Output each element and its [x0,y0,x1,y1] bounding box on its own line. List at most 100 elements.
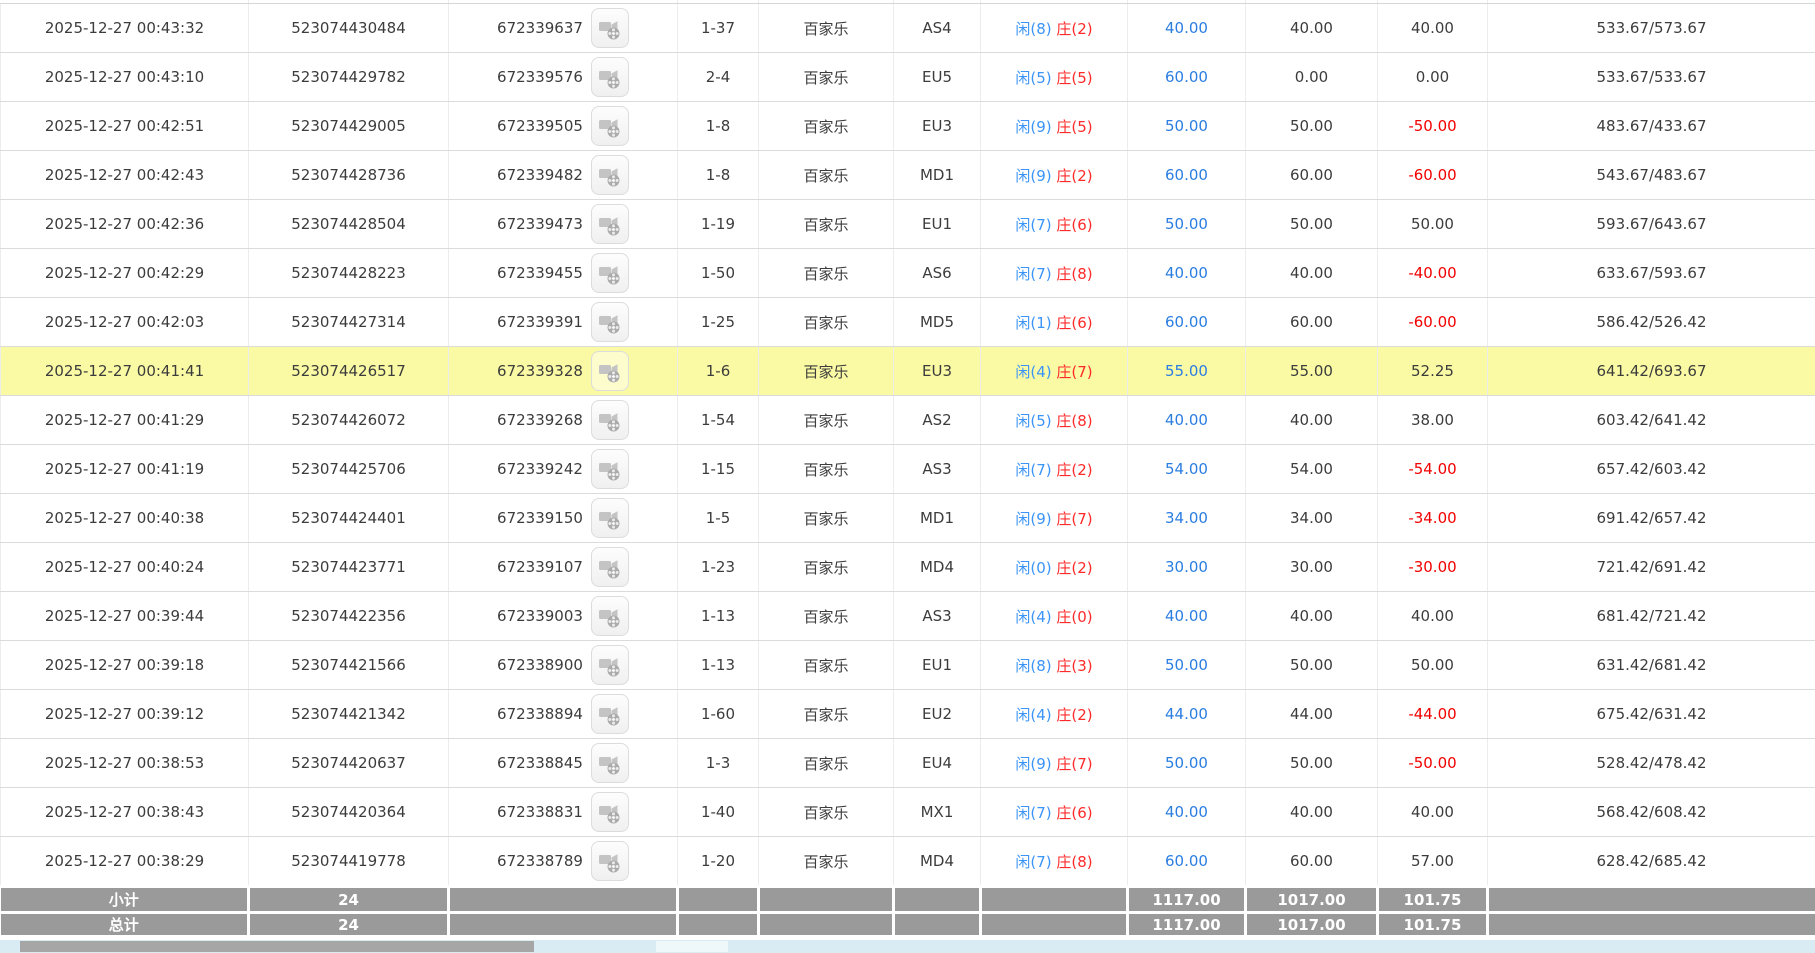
round-id-cell: 672339003 [448,591,678,641]
video-replay-button[interactable] [590,596,629,636]
valid-amount-cell: 55.00 [1245,346,1378,396]
table-row: 2025-12-27 00:39:44 523074422356 672339003… [0,591,1815,641]
seat-cell: 1-5 [677,493,759,543]
balance-cell: 641.42/693.67 [1487,346,1815,396]
player-result: 闲(9) [1015,754,1052,773]
table-row: 2025-12-27 00:38:29 523074419778 672338789… [0,836,1815,887]
table-code-cell: EU4 [893,738,981,788]
video-replay-button[interactable] [590,106,629,146]
bet-amount-link[interactable]: 40.00 [1127,787,1246,837]
bet-amount-link[interactable]: 40.00 [1127,395,1246,445]
round-id-value: 672339242 [497,460,583,478]
bet-amount-link[interactable]: 50.00 [1127,101,1246,151]
bet-amount-link[interactable]: 50.00 [1127,199,1246,249]
bet-amount-link[interactable]: 44.00 [1127,689,1246,739]
result-cell: 闲(9) 庄(7) [980,738,1128,788]
bet-amount-link[interactable]: 40.00 [1127,3,1246,53]
video-replay-button[interactable] [590,645,629,685]
round-id-wrap: 672339391 [449,302,677,342]
table-code-cell: MD5 [893,297,981,347]
round-id-wrap: 672338900 [449,645,677,685]
subtotal-count: 24 [248,885,450,913]
bet-amount-link[interactable]: 30.00 [1127,542,1246,592]
video-replay-button[interactable] [590,351,629,391]
round-id-wrap: 672339268 [449,400,677,440]
table-code-cell: EU5 [893,52,981,102]
video-replay-button[interactable] [590,57,629,97]
table-code-cell: AS3 [893,444,981,494]
bet-id-cell: 523074423771 [248,542,449,592]
video-icon [598,266,620,285]
bet-time-cell: 2025-12-27 00:41:41 [0,346,249,396]
video-replay-button[interactable] [590,792,629,832]
bottom-gap [0,938,1815,953]
video-replay-button[interactable] [590,841,629,881]
seat-cell: 1-8 [677,101,759,151]
bet-time-cell: 2025-12-27 00:40:24 [0,542,249,592]
bet-amount-link[interactable]: 60.00 [1127,836,1246,887]
table-row: 2025-12-27 00:39:18 523074421566 672338900… [0,640,1815,690]
bet-amount-link[interactable]: 40.00 [1127,591,1246,641]
round-id-cell: 672338845 [448,738,678,788]
bet-amount-link[interactable]: 55.00 [1127,346,1246,396]
round-id-wrap: 672339473 [449,204,677,244]
round-id-value: 672339268 [497,411,583,429]
bet-amount-link[interactable]: 60.00 [1127,297,1246,347]
bet-amount-link[interactable]: 50.00 [1127,738,1246,788]
bet-amount-link[interactable]: 60.00 [1127,150,1246,200]
bet-amount-link[interactable]: 60.00 [1127,52,1246,102]
seat-cell: 1-19 [677,199,759,249]
subtotal-bet: 1117.00 [1127,885,1247,913]
valid-amount-cell: 44.00 [1245,689,1378,739]
result-cell: 闲(5) 庄(5) [980,52,1128,102]
result-cell: 闲(5) 庄(8) [980,395,1128,445]
winloss-cell: -40.00 [1377,248,1488,298]
bet-time-cell: 2025-12-27 00:42:36 [0,199,249,249]
player-result: 闲(7) [1015,264,1052,283]
bet-id-cell: 523074424401 [248,493,449,543]
round-id-wrap: 672338789 [449,841,677,881]
game-name-cell: 百家乐 [758,395,894,445]
valid-amount-cell: 40.00 [1245,787,1378,837]
bet-amount-link[interactable]: 34.00 [1127,493,1246,543]
total-label: 总计 [0,911,250,935]
valid-amount-cell: 40.00 [1245,591,1378,641]
video-replay-button[interactable] [590,547,629,587]
video-replay-button[interactable] [590,253,629,293]
game-name-cell: 百家乐 [758,150,894,200]
round-id-value: 672339003 [497,607,583,625]
round-id-wrap: 672339505 [449,106,677,146]
round-id-wrap: 672338831 [449,792,677,832]
round-id-value: 672338894 [497,705,583,723]
bet-amount-link[interactable]: 50.00 [1127,640,1246,690]
banker-result: 庄(2) [1056,558,1093,577]
video-replay-button[interactable] [590,743,629,783]
banker-result: 庄(0) [1056,607,1093,626]
bet-time-cell: 2025-12-27 00:42:29 [0,248,249,298]
bet-amount-link[interactable]: 54.00 [1127,444,1246,494]
bet-id-cell: 523074426517 [248,346,449,396]
video-icon [598,756,620,775]
video-replay-button[interactable] [590,694,629,734]
banker-result: 庄(2) [1056,705,1093,724]
video-replay-button[interactable] [590,302,629,342]
video-icon [598,413,620,432]
horizontal-scrollbar[interactable] [0,940,1815,953]
video-replay-button[interactable] [590,498,629,538]
winloss-cell: 40.00 [1377,591,1488,641]
game-name-cell: 百家乐 [758,787,894,837]
result-cell: 闲(4) 庄(7) [980,346,1128,396]
table-code-cell: AS6 [893,248,981,298]
video-replay-button[interactable] [590,8,629,48]
bet-amount-link[interactable]: 40.00 [1127,248,1246,298]
video-replay-button[interactable] [590,449,629,489]
valid-amount-cell: 34.00 [1245,493,1378,543]
table-code-cell: MX1 [893,787,981,837]
balance-cell: 533.67/573.67 [1487,3,1815,53]
horizontal-scrollbar-thumb[interactable] [20,941,534,952]
video-replay-button[interactable] [590,400,629,440]
video-replay-button[interactable] [590,155,629,195]
banker-result: 庄(5) [1056,117,1093,136]
video-replay-button[interactable] [590,204,629,244]
bet-time-cell: 2025-12-27 00:41:29 [0,395,249,445]
